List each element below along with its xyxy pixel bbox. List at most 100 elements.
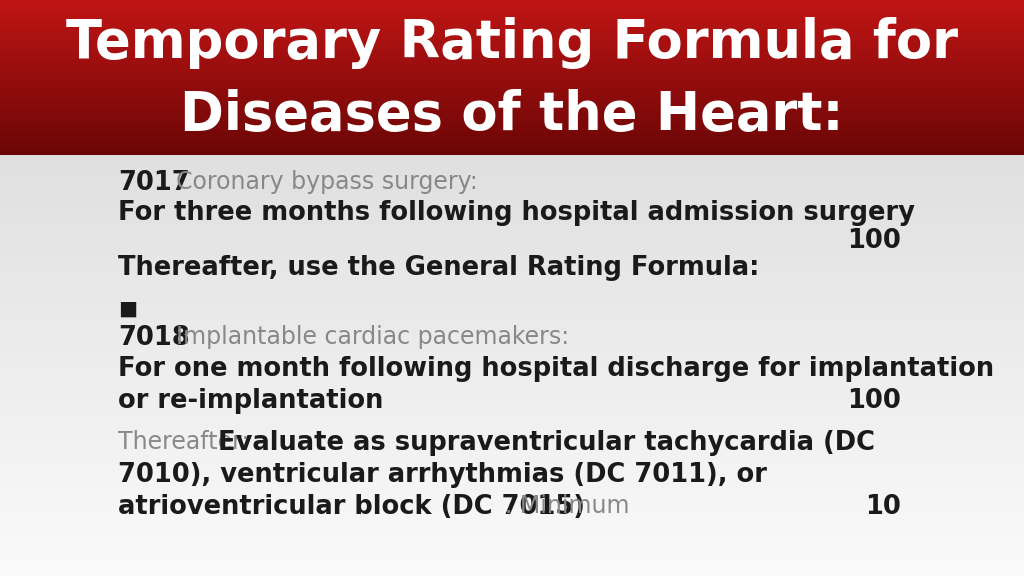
Bar xyxy=(0,415,1024,416)
Bar xyxy=(0,563,1024,565)
Bar xyxy=(0,191,1024,193)
Bar xyxy=(0,364,1024,366)
Bar xyxy=(0,353,1024,354)
Bar xyxy=(0,455,1024,457)
Bar xyxy=(0,257,1024,259)
Text: 7010), ventricular arrhythmias (DC 7011), or: 7010), ventricular arrhythmias (DC 7011)… xyxy=(118,462,767,488)
Bar xyxy=(0,380,1024,381)
Bar xyxy=(0,304,1024,305)
Bar xyxy=(0,361,1024,363)
Bar xyxy=(0,308,1024,309)
Bar xyxy=(0,517,1024,518)
Bar xyxy=(0,180,1024,181)
Bar xyxy=(0,291,1024,293)
Bar xyxy=(0,239,1024,241)
Bar xyxy=(0,525,1024,527)
Bar xyxy=(0,253,1024,255)
Bar xyxy=(0,377,1024,378)
Bar xyxy=(0,489,1024,490)
Bar xyxy=(0,211,1024,213)
Bar xyxy=(0,381,1024,382)
Bar xyxy=(0,322,1024,323)
Bar xyxy=(0,570,1024,572)
Bar xyxy=(0,248,1024,249)
Bar xyxy=(0,461,1024,463)
Bar xyxy=(0,521,1024,522)
Bar xyxy=(0,168,1024,169)
Bar xyxy=(0,544,1024,545)
Bar xyxy=(0,338,1024,339)
Bar xyxy=(0,176,1024,177)
Text: Implantable cardiac pacemakers:: Implantable cardiac pacemakers: xyxy=(176,325,569,349)
Bar xyxy=(0,405,1024,406)
Bar xyxy=(0,326,1024,328)
Bar xyxy=(0,527,1024,528)
Bar xyxy=(0,190,1024,191)
Bar xyxy=(0,538,1024,540)
Bar xyxy=(0,214,1024,215)
Bar xyxy=(0,284,1024,286)
Bar xyxy=(0,541,1024,543)
Bar xyxy=(0,215,1024,217)
Bar xyxy=(0,256,1024,257)
Bar xyxy=(0,572,1024,573)
Bar xyxy=(0,238,1024,239)
Bar xyxy=(0,306,1024,308)
Bar xyxy=(0,197,1024,199)
Bar xyxy=(0,522,1024,524)
Bar xyxy=(0,251,1024,252)
Bar xyxy=(0,236,1024,238)
Bar xyxy=(0,510,1024,511)
Bar xyxy=(0,181,1024,183)
Bar xyxy=(0,267,1024,268)
Bar xyxy=(0,367,1024,368)
Bar xyxy=(0,266,1024,267)
Text: Thereafter, use the General Rating Formula:: Thereafter, use the General Rating Formu… xyxy=(118,255,759,281)
Bar xyxy=(0,311,1024,312)
Bar xyxy=(0,186,1024,187)
Bar xyxy=(0,219,1024,221)
Bar xyxy=(0,294,1024,295)
Bar xyxy=(0,363,1024,364)
Bar xyxy=(0,496,1024,498)
Bar xyxy=(0,319,1024,321)
Bar xyxy=(0,262,1024,263)
Bar xyxy=(0,351,1024,353)
Bar xyxy=(0,438,1024,440)
Bar xyxy=(0,534,1024,535)
Bar xyxy=(0,554,1024,555)
Bar xyxy=(0,492,1024,493)
Bar xyxy=(0,450,1024,451)
Bar xyxy=(0,444,1024,445)
Bar xyxy=(0,422,1024,423)
Bar xyxy=(0,505,1024,506)
Bar xyxy=(0,548,1024,550)
Bar xyxy=(0,245,1024,246)
Bar xyxy=(0,447,1024,448)
Bar xyxy=(0,263,1024,264)
Bar xyxy=(0,373,1024,374)
Bar xyxy=(0,558,1024,559)
Bar xyxy=(0,408,1024,409)
Bar xyxy=(0,183,1024,184)
Bar xyxy=(0,318,1024,319)
Bar xyxy=(0,423,1024,425)
Text: 7017: 7017 xyxy=(118,170,189,196)
Bar xyxy=(0,278,1024,280)
Bar xyxy=(0,206,1024,207)
Bar xyxy=(0,297,1024,298)
Text: ■: ■ xyxy=(118,300,137,319)
Bar xyxy=(0,416,1024,418)
Bar xyxy=(0,420,1024,422)
Bar xyxy=(0,488,1024,489)
Bar xyxy=(0,495,1024,496)
Bar xyxy=(0,400,1024,402)
Bar xyxy=(0,547,1024,548)
Bar xyxy=(0,203,1024,204)
Bar xyxy=(0,325,1024,326)
Bar xyxy=(0,398,1024,399)
Bar xyxy=(0,200,1024,201)
Bar xyxy=(0,392,1024,393)
Bar xyxy=(0,378,1024,380)
Bar xyxy=(0,274,1024,276)
